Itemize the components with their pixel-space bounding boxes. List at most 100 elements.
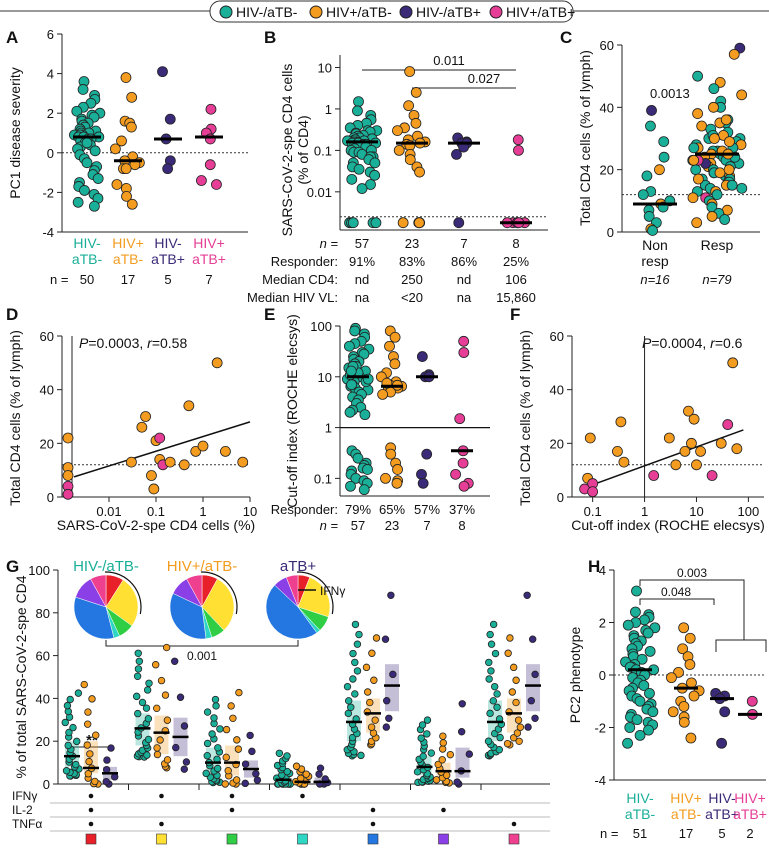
f-point [727,357,739,369]
g-point [85,757,93,766]
h-point [643,724,654,736]
e-point [358,348,370,360]
c-point [692,70,704,82]
e-row-label: n = [320,518,339,533]
g-point [163,756,172,764]
c-point [728,48,740,60]
d-xlabel: SARS-CoV-2-spe CD4 cells (%) [57,517,255,533]
g-point [182,758,191,766]
panel-e: Cut-off index (ROCHE elecsys) 0.1110100 … [271,314,490,533]
g-point [84,708,92,716]
a-point [71,105,83,117]
c-point [708,83,720,95]
d-xtick-label: 10 [243,504,257,519]
g-combo-dot [511,821,517,827]
b-point [397,217,409,229]
g-point [180,765,189,773]
b-ylabel-line1: SARS-CoV-2-spe CD4 cells [279,64,295,237]
g-point [491,649,500,658]
a-point [120,72,132,83]
f-point [722,419,734,430]
h-point [719,706,731,718]
e-point [384,340,395,352]
g-point [144,715,153,723]
g-point [439,739,447,747]
b-ytick-label: 0.1 [314,143,332,158]
g-point [222,753,230,762]
g-point [241,779,249,788]
e-point [389,358,401,370]
legend-entry-0: HIV-/aTB- [219,4,298,20]
g-point [423,716,432,724]
g-point [283,752,291,760]
g-point [203,752,211,760]
g-combo-swatch [85,833,97,845]
h-point [686,677,697,689]
g-point [64,741,72,750]
g-pie-title: aTB+ [280,558,317,575]
g-point [229,714,237,723]
b-point [346,173,358,185]
a-point [126,121,137,133]
e-ytick-label: 100 [310,319,332,334]
a-category-label: aTB- [72,251,103,267]
b-ytick-label: 0.01 [307,185,332,200]
b-row-value: 7 [460,236,467,251]
h-category-label: aTB- [671,806,702,822]
g-point [253,776,262,784]
b-point [392,125,403,137]
e-point [358,484,370,496]
f-point [695,445,706,457]
c-point [706,211,718,222]
d-point [190,445,202,457]
g-combo-dot [370,807,376,813]
g-point [252,770,260,778]
g-point [438,745,447,753]
g-point [211,695,220,704]
c-point [692,173,704,185]
g-point [514,716,523,724]
g-point [490,682,499,691]
a-point [111,179,123,190]
c-point [654,164,665,176]
g-point [134,649,142,657]
b-bracket-label: 0.011 [433,53,465,68]
e-row-value: 57 [351,518,365,533]
g-point [524,723,532,731]
c-point [687,192,699,204]
c-point [736,182,748,194]
b-row-value: 25% [503,254,529,269]
g-point [493,690,501,698]
b-point [512,134,524,146]
g-point [65,728,73,737]
g-point [145,679,153,687]
a-n-label: n = [50,272,68,287]
c-category-label: resp [641,253,668,269]
g-pie-slice [90,574,107,608]
d-point [62,488,74,500]
f-xtick-label: 10 [689,504,703,519]
f-stat-r: 0.6 [723,335,743,351]
a-ytick-label: 6 [47,27,54,42]
g-point [523,591,531,599]
b-ytick-label: 10 [318,60,332,75]
f-point [691,459,702,471]
a-category-label: HIV+ [112,235,144,251]
c-point [688,154,700,166]
g-point [515,737,523,745]
e-point [362,464,373,475]
g-point [355,630,363,639]
g-point [531,670,539,679]
c-point [709,133,720,144]
g-point [357,751,365,760]
a-point [88,200,100,212]
f-point [686,437,697,449]
h-ytick-label: 2 [599,616,606,631]
e-point [380,472,391,484]
e-row-value: 65% [379,502,405,517]
g-point [458,700,466,708]
e-point [392,464,403,475]
d-point [62,432,74,444]
g-point [232,776,241,784]
